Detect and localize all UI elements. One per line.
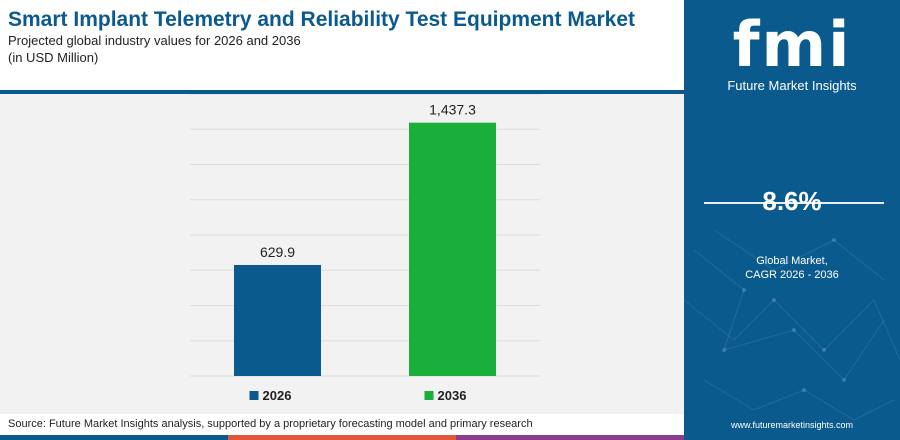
bars (234, 122, 496, 376)
footer-color-bar (0, 435, 684, 440)
subtitle-line-2: (in USD Million) (8, 50, 99, 65)
legend: 2026 2036 (249, 388, 467, 403)
value-labels: 629.9 1,437.3 (260, 102, 476, 260)
bar-2026 (234, 264, 321, 376)
logo-company-name: Future Market Insights (727, 78, 857, 93)
chart-header: Smart Implant Telemetry and Reliability … (0, 0, 684, 90)
website-url: www.futuremarketinsights.com (730, 420, 854, 430)
footer-bar-segment-1 (0, 435, 228, 440)
legend-swatch-2026 (249, 391, 259, 400)
footer-bar-segment-3 (456, 435, 684, 440)
bar-2036 (409, 122, 496, 376)
chart-subtitle: Projected global industry values for 202… (8, 32, 301, 66)
value-label-2036: 1,437.3 (429, 102, 476, 118)
cagr-value: 8.6% (762, 186, 822, 216)
network-pattern (684, 229, 900, 421)
cagr-divider (704, 202, 884, 204)
legend-label-2026: 2026 (263, 388, 292, 403)
legend-label-2036: 2036 (438, 388, 467, 403)
header-divider (0, 90, 684, 94)
bar-chart: 629.9 1,437.3 2026 2036 (190, 94, 540, 403)
source-note: Source: Future Market Insights analysis,… (8, 418, 533, 430)
chart-title: Smart Implant Telemetry and Reliability … (8, 8, 636, 31)
logo-letters: fmi (732, 8, 852, 81)
side-panel: fmi Future Market Insights 8.6% Global M… (684, 0, 900, 440)
cagr-label-line-2: CAGR 2026 - 2036 (745, 269, 839, 281)
fmi-logo: fmi Future Market Insights (684, 8, 900, 94)
subtitle-line-1: Projected global industry values for 202… (8, 33, 301, 48)
cagr-label-line-1: Global Market, (756, 255, 828, 267)
plot-background (0, 94, 684, 414)
cagr-label: Global Market, CAGR 2026 - 2036 (684, 254, 900, 282)
footer-bar-segment-2 (228, 435, 456, 440)
legend-swatch-2036 (424, 391, 434, 400)
value-label-2026: 629.9 (260, 244, 295, 260)
